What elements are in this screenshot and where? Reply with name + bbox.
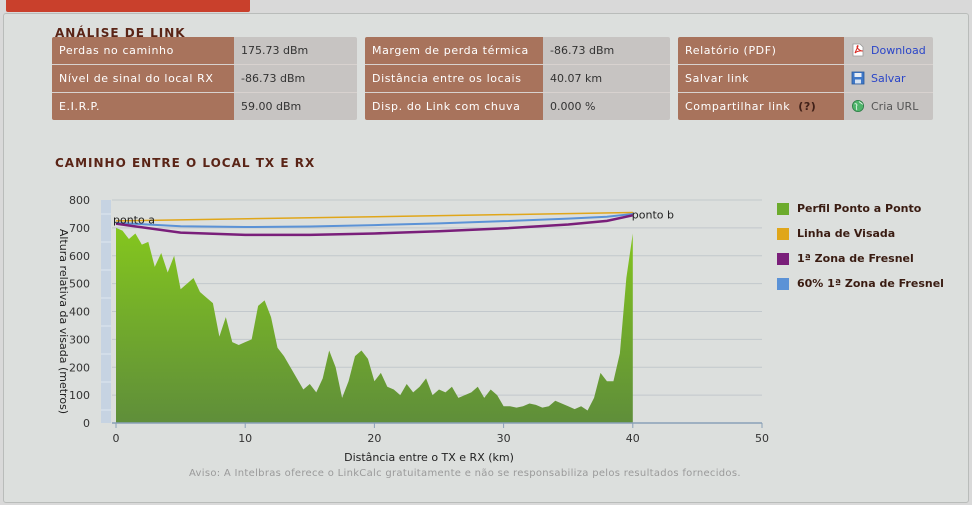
report-label: Relatório (PDF) (678, 37, 844, 64)
row-divider (678, 92, 933, 93)
y-tick-label: 200 (69, 361, 90, 374)
legend-label: 60% 1ª Zona de Fresnel (797, 277, 944, 290)
x-tick-label: 50 (755, 432, 769, 445)
y-axis-label: Altura relativa da visada (metros) (57, 229, 70, 414)
pdf-icon (852, 43, 864, 57)
disclaimer-notice: Aviso: A Intelbras oferece o LinkCalc gr… (189, 468, 741, 479)
y-tick-label: 100 (69, 389, 90, 402)
info-row: Perdas no caminho 175.73 dBm (52, 37, 357, 64)
endpoint-label-a: ponto a (113, 214, 155, 227)
margin-panel: Margem de perda térmica -86.73 dBm Distâ… (365, 37, 670, 120)
share-link-label: Compartilhar link (?) (678, 93, 844, 120)
row-divider (52, 64, 357, 65)
rx-signal-value: -86.73 dBm (234, 65, 357, 92)
fresnel-60-line (115, 212, 633, 229)
y-tick-label: 600 (69, 250, 90, 263)
terrain-profile-area (116, 227, 633, 423)
y-tick-label: 300 (69, 333, 90, 346)
losses-panel: Perdas no caminho 175.73 dBm Nível de si… (52, 37, 357, 120)
save-icon (851, 71, 865, 85)
thermal-margin-value: -86.73 dBm (543, 37, 670, 64)
path-loss-label: Perdas no caminho (52, 37, 234, 64)
legend-swatch-terrain (777, 203, 789, 215)
fresnel-zone-line (115, 214, 634, 237)
globe-icon (852, 100, 864, 112)
line-of-sight (115, 211, 633, 222)
row-divider (678, 64, 933, 65)
info-row: Compartilhar link (?) Cria URL (678, 93, 933, 120)
info-row: E.I.R.P. 59.00 dBm (52, 93, 357, 120)
distance-label: Distância entre os locais (365, 65, 543, 92)
legend-label: Perfil Ponto a Ponto (797, 202, 922, 215)
x-tick-label: 0 (113, 432, 120, 445)
create-url-button[interactable]: Cria URL (844, 93, 933, 120)
legend-label: Linha de Visada (797, 227, 896, 240)
analysis-title: ANÁLISE DE LINK (55, 26, 186, 40)
share-link-text: Compartilhar link (685, 100, 791, 113)
endpoint-label-b: ponto b (632, 208, 674, 221)
help-button[interactable]: (?) (798, 100, 817, 113)
save-button[interactable]: Salvar (844, 65, 933, 92)
y-tick-label: 0 (83, 417, 90, 430)
distance-value: 40.07 km (543, 65, 670, 92)
save-link[interactable]: Salvar (871, 72, 906, 85)
y-tick-label: 400 (69, 306, 90, 319)
info-row: Margem de perda térmica -86.73 dBm (365, 37, 670, 64)
legend-item: Perfil Ponto a Ponto (775, 201, 960, 226)
x-tick-label: 40 (626, 432, 640, 445)
eirp-label: E.I.R.P. (52, 93, 234, 120)
x-tick-label: 30 (497, 432, 511, 445)
legend-label: 1ª Zona de Fresnel (797, 252, 914, 265)
path-loss-value: 175.73 dBm (234, 37, 357, 64)
thermal-margin-label: Margem de perda térmica (365, 37, 543, 64)
row-divider (52, 92, 357, 93)
legend-swatch-los (777, 228, 789, 240)
path-section-title: CAMINHO ENTRE O LOCAL TX E RX (55, 156, 316, 170)
x-tick-label: 10 (238, 432, 252, 445)
info-row: Disp. do Link com chuva 0.000 % (365, 93, 670, 120)
top-tab-strip (0, 0, 972, 14)
info-row: Nível de sinal do local RX -86.73 dBm (52, 65, 357, 92)
info-row: Salvar link Salvar (678, 65, 933, 92)
create-url-link[interactable]: Cria URL (871, 100, 919, 113)
x-axis-label: Distância entre o TX e RX (km) (344, 451, 514, 464)
y-tick-label: 500 (69, 278, 90, 291)
y-tick-label: 700 (69, 222, 90, 235)
eirp-value: 59.00 dBm (234, 93, 357, 120)
info-row: Distância entre os locais 40.07 km (365, 65, 670, 92)
y-axis-band (101, 200, 111, 423)
y-tick-label: 800 (69, 194, 90, 207)
legend-item: 60% 1ª Zona de Fresnel (775, 276, 960, 301)
chart-legend: Perfil Ponto a Ponto Linha de Visada 1ª … (775, 201, 960, 301)
active-tab[interactable] (6, 0, 250, 12)
row-divider (365, 92, 670, 93)
row-divider (365, 64, 670, 65)
legend-item: 1ª Zona de Fresnel (775, 251, 960, 276)
info-row: Relatório (PDF) Download (678, 37, 933, 64)
save-link-label: Salvar link (678, 65, 844, 92)
x-tick-label: 20 (367, 432, 381, 445)
legend-swatch-fresnel60 (777, 278, 789, 290)
download-button[interactable]: Download (844, 37, 933, 64)
legend-swatch-fresnel (777, 253, 789, 265)
download-link[interactable]: Download (871, 44, 926, 57)
rain-availability-label: Disp. do Link com chuva (365, 93, 543, 120)
actions-panel: Relatório (PDF) Download Salvar link Sal… (678, 37, 933, 120)
rx-signal-label: Nível de sinal do local RX (52, 65, 234, 92)
rain-availability-value: 0.000 % (543, 93, 670, 120)
legend-item: Linha de Visada (775, 226, 960, 251)
